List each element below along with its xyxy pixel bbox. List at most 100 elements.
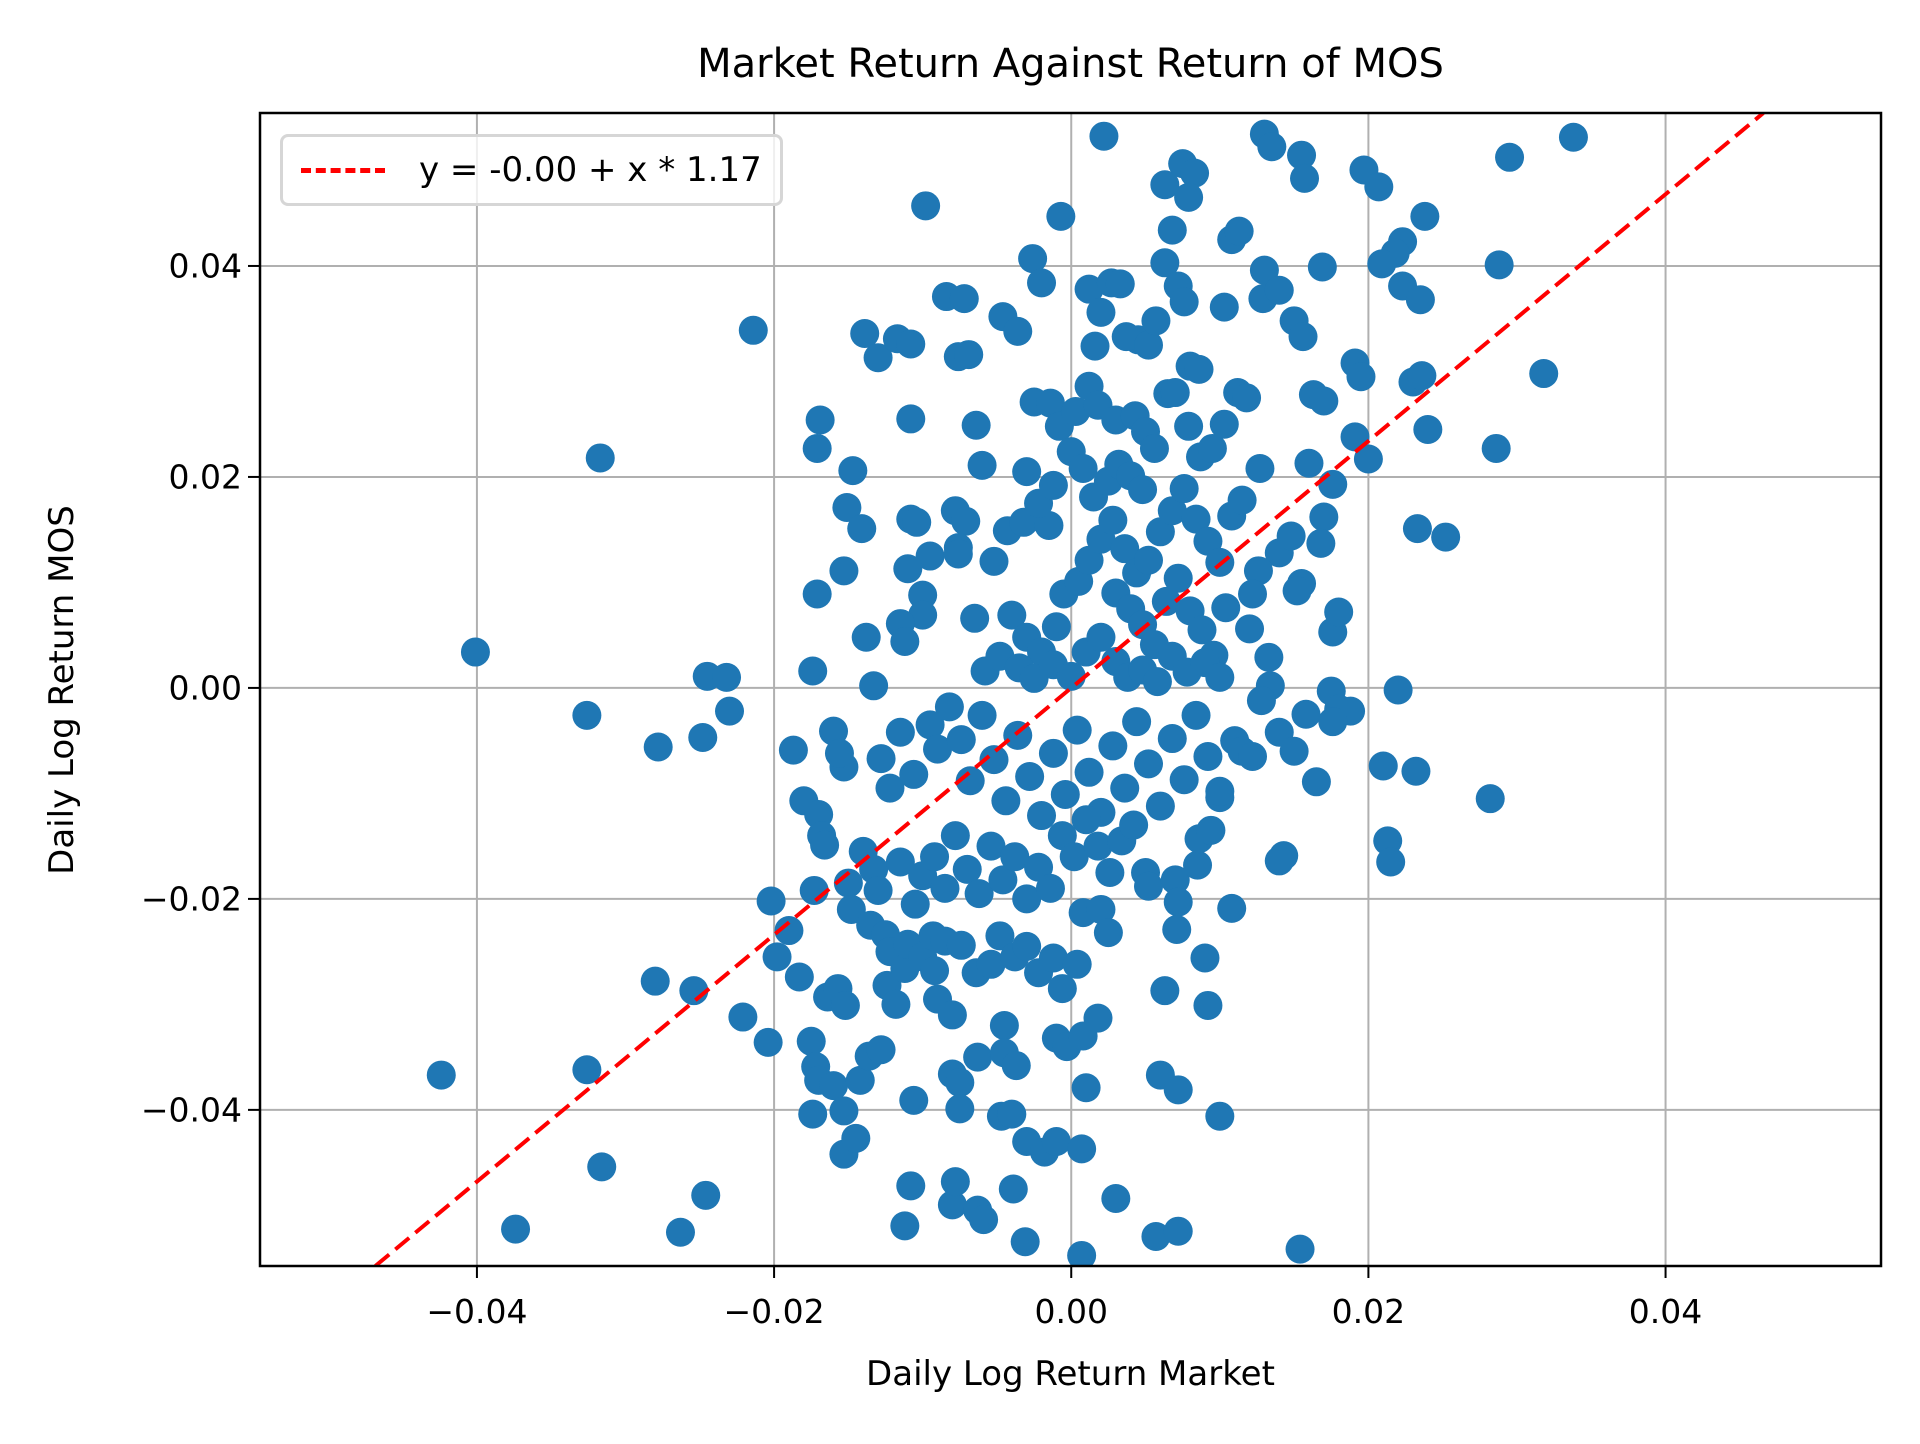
data-point: [937, 1190, 967, 1220]
data-point: [810, 830, 840, 860]
data-point: [1301, 767, 1331, 797]
data-point: [829, 556, 859, 586]
data-point: [1402, 514, 1432, 544]
data-point: [1475, 784, 1505, 814]
data-point: [640, 966, 670, 996]
data-point: [836, 894, 866, 924]
data-point: [1235, 614, 1265, 644]
data-point: [1413, 414, 1443, 444]
legend-label: y = -0.00 + x * 1.17: [419, 150, 762, 190]
data-point: [1098, 731, 1128, 761]
data-point: [920, 842, 950, 872]
data-point: [1012, 931, 1042, 961]
y-tick-label: 0.00: [168, 668, 242, 708]
data-point: [920, 956, 950, 986]
data-point: [1047, 974, 1077, 1004]
data-point: [587, 1152, 617, 1182]
data-point: [1264, 275, 1294, 305]
data-point: [1254, 642, 1284, 672]
data-point: [969, 1205, 999, 1235]
data-point: [501, 1214, 531, 1244]
data-point: [875, 773, 905, 803]
data-point: [1558, 122, 1588, 152]
data-point: [1119, 810, 1149, 840]
data-point: [728, 1002, 758, 1032]
data-point: [1074, 274, 1104, 304]
data-point: [1246, 686, 1276, 716]
data-point: [946, 930, 976, 960]
data-point: [945, 1094, 975, 1124]
data-point: [899, 759, 929, 789]
data-point: [1276, 521, 1306, 551]
data-point: [845, 1065, 875, 1095]
data-point: [1285, 1234, 1315, 1264]
data-point: [1209, 409, 1239, 439]
data-point: [896, 1171, 926, 1201]
data-point: [1067, 1240, 1097, 1266]
data-point: [1243, 556, 1273, 586]
data-point: [778, 735, 808, 765]
data-point: [1163, 1216, 1193, 1246]
data-point: [952, 854, 982, 884]
data-point: [691, 1180, 721, 1210]
data-point: [1141, 1221, 1171, 1251]
data-point: [829, 1096, 859, 1126]
data-point: [1163, 563, 1193, 593]
data-point: [899, 1085, 929, 1115]
data-point: [762, 942, 792, 972]
data-point: [1282, 576, 1312, 606]
data-point: [1010, 1227, 1040, 1257]
data-point: [989, 1010, 1019, 1040]
data-point: [1101, 1183, 1131, 1213]
data-point: [896, 404, 926, 434]
data-point: [1012, 457, 1042, 487]
data-point: [1062, 715, 1092, 745]
data-point: [1086, 894, 1116, 924]
data-point: [915, 541, 945, 571]
y-tick-label: 0.02: [168, 457, 242, 497]
data-point: [979, 745, 1009, 775]
data-point: [1181, 504, 1211, 534]
data-point: [665, 1217, 695, 1247]
data-point: [859, 671, 889, 701]
x-tick-label: 0.00: [1034, 1292, 1108, 1331]
data-point: [963, 1042, 993, 1072]
data-point: [1141, 306, 1171, 336]
data-point: [1151, 586, 1181, 616]
data-point: [805, 405, 835, 435]
data-point: [985, 921, 1015, 951]
data-point: [819, 716, 849, 746]
data-point: [1245, 453, 1275, 483]
data-point: [945, 1067, 975, 1097]
data-point: [1367, 249, 1397, 279]
data-point: [1183, 850, 1213, 880]
data-point: [1068, 453, 1098, 483]
data-point: [1157, 215, 1187, 245]
data-point: [949, 284, 979, 314]
data-point: [1353, 444, 1383, 474]
data-point: [902, 507, 932, 537]
data-point: [1368, 751, 1398, 781]
data-point: [991, 786, 1021, 816]
data-point: [1217, 893, 1247, 923]
data-point: [863, 875, 893, 905]
data-point: [830, 990, 860, 1020]
data-point: [896, 329, 926, 359]
data-point: [1041, 1127, 1071, 1157]
x-tick-label: 0.04: [1628, 1292, 1703, 1331]
y-tick-label: −0.04: [140, 1090, 242, 1130]
data-point: [1318, 469, 1348, 499]
data-point: [572, 1055, 602, 1085]
data-point: [1050, 779, 1080, 809]
data-point: [954, 340, 984, 370]
data-point: [1197, 433, 1227, 463]
data-point: [802, 433, 832, 463]
data-point: [753, 1027, 783, 1057]
data-point: [946, 725, 976, 755]
data-point: [1169, 474, 1199, 504]
data-point: [1157, 496, 1187, 526]
data-point: [1180, 158, 1210, 188]
data-point: [1410, 201, 1440, 231]
data-point: [1059, 842, 1089, 872]
data-point: [1160, 865, 1190, 895]
